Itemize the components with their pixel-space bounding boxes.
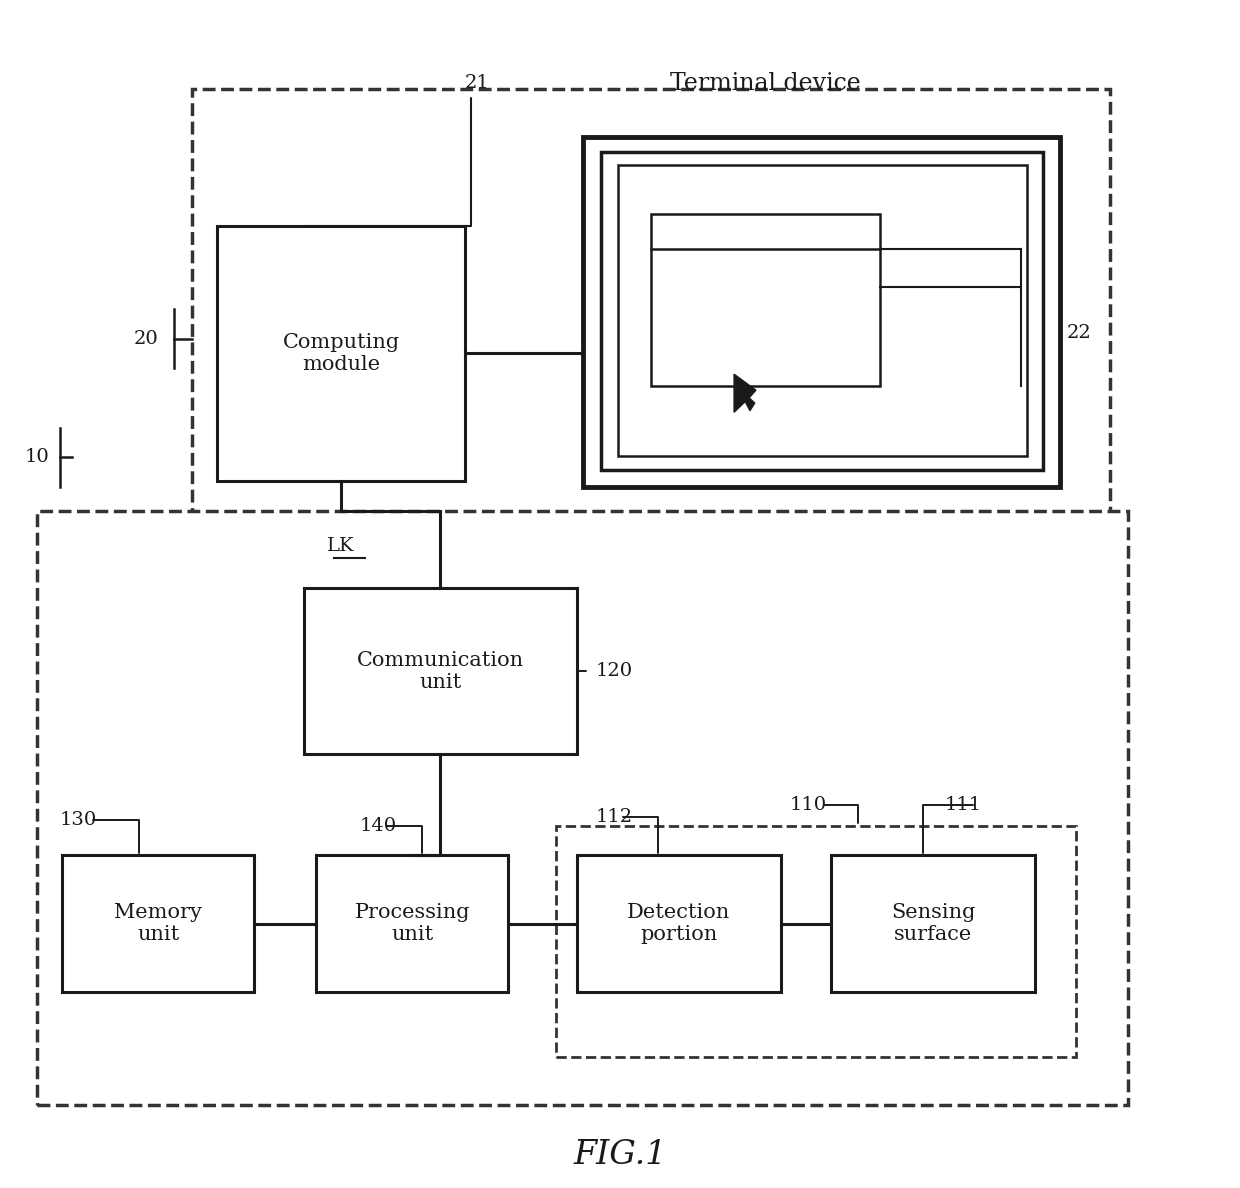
Bar [62,855,254,992]
Text: Memory
unit: Memory unit [114,903,202,944]
Text: 21: 21 [465,74,490,93]
Bar [316,855,508,992]
Bar [37,511,1128,1105]
Text: Sensing
surface: Sensing surface [890,903,976,944]
Bar [831,855,1035,992]
Bar [618,165,1027,456]
Text: Processing
unit: Processing unit [355,903,470,944]
Text: 130: 130 [60,810,97,829]
Text: 110: 110 [790,796,827,815]
Bar [192,89,1110,558]
Text: Computing
module: Computing module [283,333,399,374]
Text: Communication
unit: Communication unit [357,651,523,691]
Text: 22: 22 [1066,323,1091,342]
Text: 140: 140 [360,816,397,835]
Text: 111: 111 [945,796,982,815]
Text: 10: 10 [25,448,50,467]
Bar [577,855,781,992]
Text: Detection
portion: Detection portion [627,903,730,944]
Text: Terminal device: Terminal device [670,71,861,95]
Text: 20: 20 [134,329,159,348]
Text: LK: LK [327,537,355,556]
Bar [583,137,1060,487]
Text: 120: 120 [595,662,632,681]
Text: FIG.1: FIG.1 [573,1139,667,1170]
Bar [217,226,465,481]
Bar [601,152,1043,470]
Polygon shape [734,374,756,412]
Bar [651,214,880,386]
Text: 112: 112 [595,808,632,827]
Bar [304,588,577,754]
Bar [556,826,1076,1057]
